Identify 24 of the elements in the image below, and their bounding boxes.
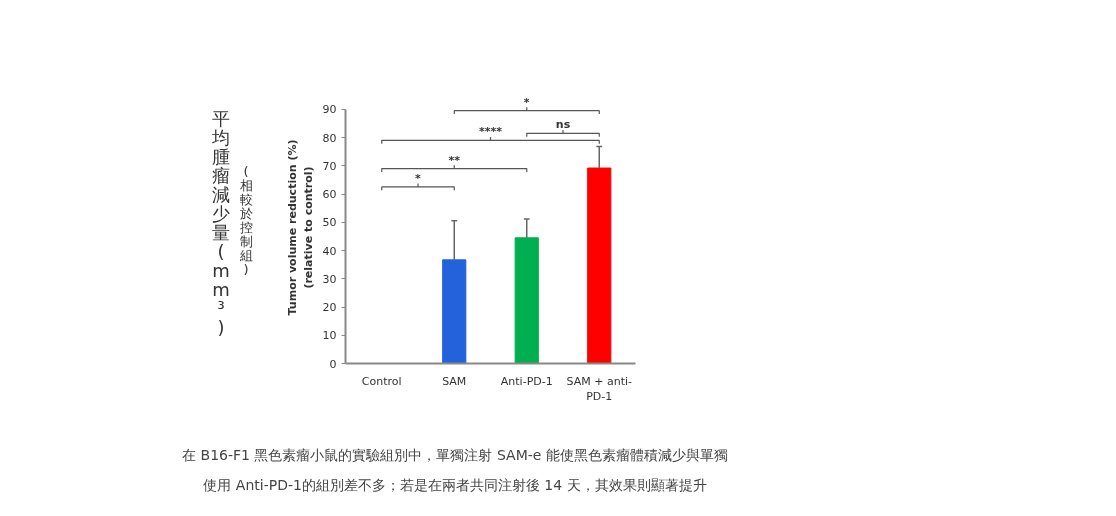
- y-tick-label: 20: [322, 301, 337, 315]
- y-tick-label: 0: [329, 357, 337, 371]
- x-tick-label: Anti-PD-1: [500, 374, 553, 388]
- y-tick-label: 10: [322, 329, 337, 343]
- y-tick-label: 40: [322, 244, 337, 258]
- text: *: [523, 95, 530, 109]
- text: 平均腫瘤減少量(mm³): [212, 108, 230, 338]
- y-tick-label: 50: [322, 216, 337, 230]
- text: (相較於控制組): [238, 164, 254, 277]
- annotation: **: [448, 153, 461, 167]
- y-tick-label: 70: [322, 159, 337, 173]
- text: 在 B16-F1 黑色素瘤小鼠的實驗組別中，單獨注射 SAM-e 能使黑色素瘤體積減少與單獨: [182, 447, 728, 463]
- text: 使用 Anti-PD-1的組別差不多；若是在兩者共同注射後 14 天，其效果則顯著提升: [203, 477, 707, 493]
- y-axis-title: Tumor volume reduction (%) (relative to control): [285, 139, 315, 316]
- x-tick-label: SAM: [442, 374, 467, 388]
- x-tick-label: SAM + anti-PD-1: [566, 374, 633, 404]
- annotation: *: [415, 171, 422, 185]
- y-tick-label: 60: [322, 188, 337, 202]
- y-tick-label: 90: [322, 103, 337, 117]
- y-tick-label: 80: [322, 131, 337, 145]
- x-tick-label: Control: [361, 374, 402, 388]
- y-tick-label: 30: [322, 272, 337, 286]
- annotation: ****: [479, 125, 503, 139]
- annotation: ns: [555, 118, 571, 132]
